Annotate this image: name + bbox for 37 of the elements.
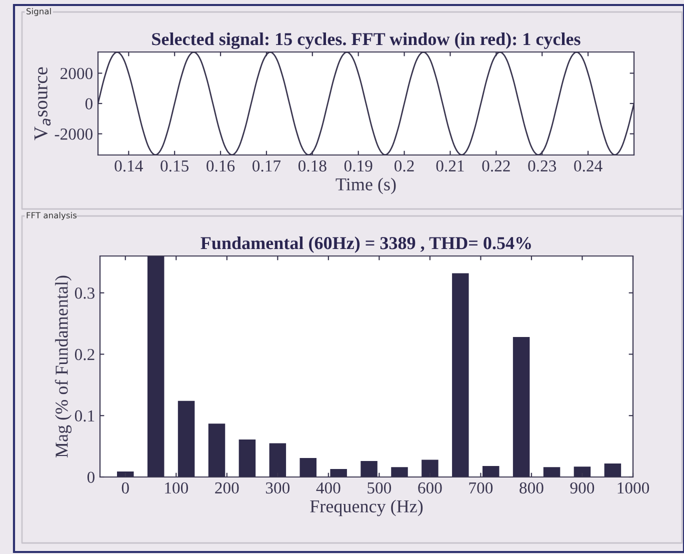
x-tick-label: 200 xyxy=(215,482,239,494)
y-tick-label: 0.3 xyxy=(74,288,94,299)
y-tick-label: 2000 xyxy=(60,68,93,80)
y-axis-title: V$_{a}$source xyxy=(34,67,51,140)
text: FFT analysis xyxy=(26,212,77,220)
x-axis-title: Time (s) xyxy=(336,178,396,194)
chart-title: Selected signal: 15 cycles. FFT window (in red): 1 cycles xyxy=(152,32,580,50)
x-tick-label: 300 xyxy=(266,482,290,494)
x-tick-label: 1000 xyxy=(618,482,650,494)
x-tick-label: 0.21 xyxy=(436,160,464,172)
x-tick-label: 0 xyxy=(122,482,129,494)
x-tick-label: 0.15 xyxy=(160,160,189,172)
x-tick-label: 0.22 xyxy=(482,160,510,172)
x-tick-label: 600 xyxy=(418,482,442,494)
y-tick-label: 0 xyxy=(87,472,95,483)
x-tick-label: 0.24 xyxy=(574,160,602,172)
text: Signal xyxy=(26,8,51,16)
x-tick-label: 0.16 xyxy=(206,160,235,172)
x-tick-label: 700 xyxy=(469,482,493,494)
chart-title: Fundamental (60Hz) = 3389 , THD= 0.54% xyxy=(200,236,531,253)
y-tick-label: 0 xyxy=(85,98,93,110)
y-tick-label: 0.2 xyxy=(74,348,94,360)
x-tick-label: 400 xyxy=(316,482,340,494)
x-axis-title: Frequency (Hz) xyxy=(310,500,423,516)
x-tick-label: 0.18 xyxy=(298,160,326,172)
x-tick-label: 0.19 xyxy=(344,160,372,172)
x-tick-label: 500 xyxy=(368,482,392,494)
y-tick-label: -2000 xyxy=(54,128,93,140)
x-tick-label: 0.2 xyxy=(394,160,414,172)
x-tick-label: 0.23 xyxy=(528,160,556,172)
x-tick-label: 0.14 xyxy=(114,160,143,172)
x-tick-label: 0.17 xyxy=(252,160,281,172)
y-axis-title: Mag (% of Fundamental) xyxy=(54,276,72,458)
x-tick-label: 900 xyxy=(570,482,594,494)
x-tick-label: 800 xyxy=(520,482,544,494)
y-tick-label: 0.1 xyxy=(74,410,94,422)
x-tick-label: 100 xyxy=(165,482,188,494)
